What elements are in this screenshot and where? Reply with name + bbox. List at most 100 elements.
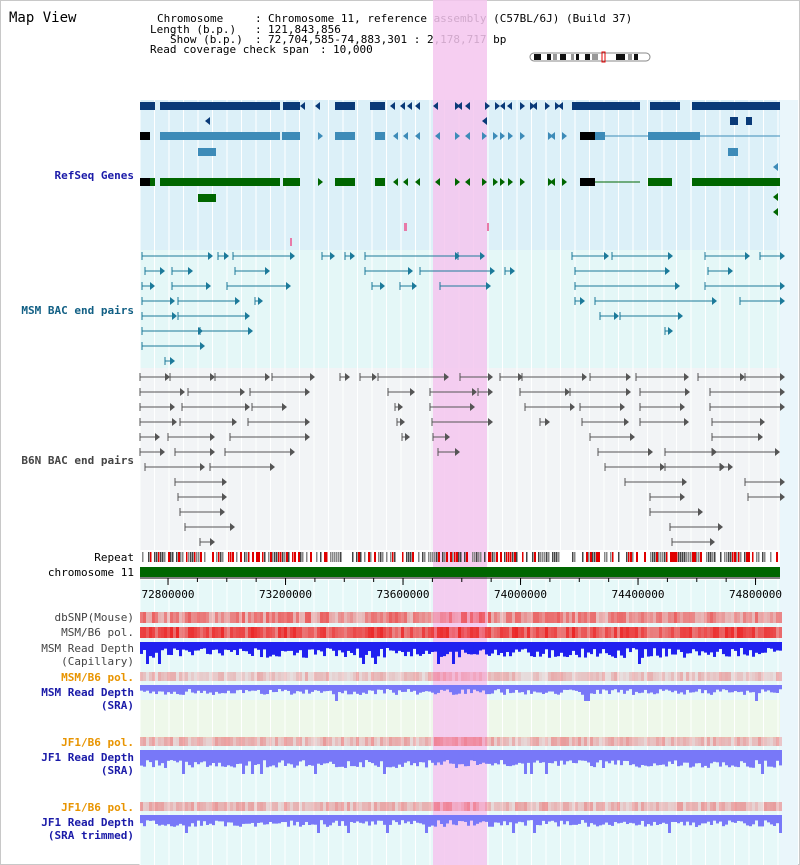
jf1-depth-sra-bar: [521, 750, 524, 764]
msm-depth-cap-bar: [230, 642, 233, 652]
msm-b6-pol-cell: [341, 627, 344, 638]
msm-b6-pol-cell: [407, 627, 410, 638]
length-label: Length (b.p.): [150, 23, 237, 36]
jf1-b6-pol-cell: [653, 737, 656, 746]
msm-bac-pair-arrow: [580, 297, 585, 305]
msm-depth-sra-bar: [779, 685, 782, 690]
msm-depth-cap-bar: [470, 642, 473, 655]
msm-depth-sra-bar: [431, 685, 434, 693]
dbsnp-cell: [683, 612, 686, 623]
b6n-bac-pair-arrow: [270, 463, 275, 471]
msm-depth-cap-bar: [569, 642, 572, 656]
repeat-element: [190, 552, 192, 562]
jf1-b6-pol-cell: [608, 737, 611, 746]
jf1-depth-trim-bar: [347, 815, 350, 833]
dbsnp-cell: [752, 612, 755, 623]
show-label: Show (b.p.): [170, 33, 243, 46]
dbsnp-cell: [668, 612, 671, 623]
msm-depth-cap-bar: [644, 642, 647, 650]
msm-b6-pol2-cell: [359, 672, 362, 681]
b6n-bac-pair-arrow: [210, 538, 215, 546]
jf1-depth-trim-bar: [389, 815, 392, 825]
jf1-depth-trim-bar: [668, 815, 671, 833]
jf1-b6-pol-cell: [395, 737, 398, 746]
jf1-b6-pol-cell: [275, 737, 278, 746]
msm-b6-pol2-cell: [479, 672, 482, 681]
jf1-depth-sra-bar: [167, 750, 170, 761]
jf1-b6-pol2-cell: [224, 802, 227, 811]
jf1-depth-trim-bar: [605, 815, 608, 823]
msm-depth-sra-bar: [536, 685, 539, 693]
msm-depth-sra-bar: [296, 685, 299, 692]
msm-b6-pol2-cell: [164, 672, 167, 681]
msm-b6-pol2-cell: [464, 672, 467, 681]
dbsnp-cell: [590, 612, 593, 623]
repeat-element: [282, 552, 284, 562]
jf1-depth-sra-bar: [554, 750, 557, 762]
jf1-depth-trim-bar: [263, 815, 266, 825]
refseq-gene-exon-black: [580, 132, 595, 140]
msm-depth-cap-bar: [560, 642, 563, 653]
refseq-gene-dark-exon: [692, 102, 780, 110]
jf1-b6-pol2-cell: [188, 802, 191, 811]
repeat-element: [170, 552, 172, 562]
jf1-b6-pol2-cell: [530, 802, 533, 811]
ideogram-band: [576, 54, 579, 60]
b6n-bac-pair-arrow: [565, 388, 570, 396]
dbsnp-cell: [755, 612, 758, 623]
jf1-b6-pol-cell: [611, 737, 614, 746]
jf1-b6-pol2-cell: [503, 802, 506, 811]
dbsnp-cell: [392, 612, 395, 623]
msm-depth-cap-bar: [368, 642, 371, 652]
msm-b6-pol2-cell: [593, 672, 596, 681]
b6n-bac-pair-arrow: [455, 448, 460, 456]
msm-b6-pol2-cell: [530, 672, 533, 681]
refseq-gene-green-arrow: [482, 178, 487, 186]
repeat-element: [510, 552, 512, 562]
jf1-b6-pol-cell: [422, 737, 425, 746]
jf1-depth-trim-bar: [539, 815, 542, 826]
jf1-depth-sra-bar: [212, 750, 215, 764]
msm-depth-sra-bar: [371, 685, 374, 691]
dbsnp-cell: [776, 612, 779, 623]
msm-b6-pol2-cell: [728, 672, 731, 681]
repeat-element: [196, 552, 198, 562]
repeat-element: [244, 552, 246, 562]
refseq-gene-dark-arrow: [558, 102, 563, 110]
msm-b6-pol-cell: [194, 627, 197, 638]
track-label-msm-depth-cap: MSM Read Depth: [41, 642, 134, 655]
msm-b6-pol-cell: [404, 627, 407, 638]
jf1-depth-trim-bar: [374, 815, 377, 825]
msm-depth-cap-bar: [488, 642, 491, 656]
msm-depth-cap-bar: [419, 642, 422, 656]
msm-b6-pol-cell: [383, 627, 386, 638]
msm-b6-pol-cell: [659, 627, 662, 638]
msm-b6-pol2-cell: [776, 672, 779, 681]
msm-depth-cap-bar: [458, 642, 461, 658]
msm-depth-sra-bar: [245, 685, 248, 691]
track-label-msm-bac: MSM BAC end pairs: [21, 304, 134, 317]
msm-depth-sra-bar: [416, 685, 419, 695]
jf1-depth-sra-bar: [458, 750, 461, 765]
jf1-b6-pol2-cell: [611, 802, 614, 811]
dbsnp-cell: [176, 612, 179, 623]
jf1-b6-pol2-cell: [704, 802, 707, 811]
repeat-element: [356, 552, 358, 562]
dbsnp-cell: [299, 612, 302, 623]
msm-depth-sra-bar: [143, 685, 146, 692]
jf1-depth-trim-bar: [317, 815, 320, 833]
repeat-element: [572, 552, 574, 562]
msm-b6-pol-cell: [158, 627, 161, 638]
jf1-depth-sra-bar: [368, 750, 371, 763]
repeat-element: [500, 552, 502, 562]
msm-b6-pol-cell: [185, 627, 188, 638]
repeat-element: [720, 552, 722, 562]
b6n-bac-pair-arrow: [305, 433, 310, 441]
jf1-depth-trim-bar: [428, 815, 431, 827]
msm-depth-sra-bar: [542, 685, 545, 694]
jf1-b6-pol2-cell: [752, 802, 755, 811]
jf1-depth-trim-bar: [311, 815, 314, 825]
jf1-b6-pol-cell: [329, 737, 332, 746]
dbsnp-cell: [611, 612, 614, 623]
